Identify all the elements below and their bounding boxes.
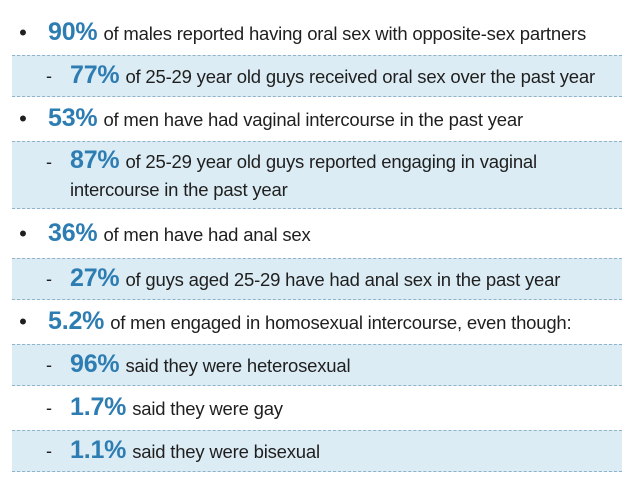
list-item: • 90% of males reported having oral sex w… [0,14,622,52]
item-text: 27% of guys aged 25-29 have had anal sex … [70,264,622,294]
item-text: 5.2% of men engaged in homosexual interco… [40,307,622,337]
stat-value: 5.2% [48,307,105,335]
list-item: - 1.1% said they were bisexual [12,430,622,472]
dash: - [46,398,52,418]
item-text: 87% of 25-29 year old guys reported engag… [70,146,622,204]
list-item: - 27% of guys aged 25-29 have had anal se… [12,258,622,300]
bullet: • [19,309,27,334]
stat-value: 27% [70,264,120,292]
item-description: said they were bisexual [132,441,320,462]
list-item: • 53% of men have had vaginal intercourse… [0,100,622,138]
item-description: of men have had vaginal intercourse in t… [103,109,523,130]
stat-value: 36% [48,219,98,247]
item-description: of 25-29 year old guys reported engaging… [70,151,537,200]
item-description: of males reported having oral sex with o… [103,23,587,44]
item-text: 96% said they were heterosexual [70,350,622,380]
item-text: 1.1% said they were bisexual [70,436,622,466]
stat-value: 53% [48,104,98,132]
item-description: of men engaged in homosexual intercourse… [110,312,572,333]
item-description: said they were heterosexual [125,355,351,376]
stat-value: 1.7% [70,393,127,421]
bullet: • [19,221,27,246]
list-item: • 5.2% of men engaged in homosexual inter… [0,303,622,341]
item-text: 77% of 25-29 year old guys received oral … [70,61,622,91]
stat-value: 87% [70,146,120,174]
item-text: 90% of males reported having oral sex wit… [40,18,622,48]
item-text: 53% of men have had vaginal intercourse i… [40,104,622,134]
item-description: of 25-29 year old guys received oral sex… [125,66,595,87]
list-item: • 36% of men have had anal sex [0,213,622,255]
list-item: - 1.7% said they were gay [12,389,622,427]
stat-value: 1.1% [70,436,127,464]
dash: - [46,354,52,375]
dash: - [46,65,52,86]
item-description: of men have had anal sex [103,224,311,245]
list-item: - 77% of 25-29 year old guys received ora… [12,55,622,97]
stat-value: 77% [70,61,120,89]
bullet: • [19,106,27,131]
bullet: • [19,20,27,45]
list-item: - 96% said they were heterosexual [12,344,622,386]
item-text: 36% of men have had anal sex [40,219,622,249]
item-text: 1.7% said they were gay [70,393,622,423]
dash: - [46,440,52,461]
stat-value: 90% [48,18,98,46]
stat-value: 96% [70,350,120,378]
list-item: - 87% of 25-29 year old guys reported eng… [12,141,622,209]
dash: - [46,268,52,289]
dash: - [46,152,52,172]
item-description: said they were gay [132,398,283,419]
item-description: of guys aged 25-29 have had anal sex in … [125,269,561,290]
